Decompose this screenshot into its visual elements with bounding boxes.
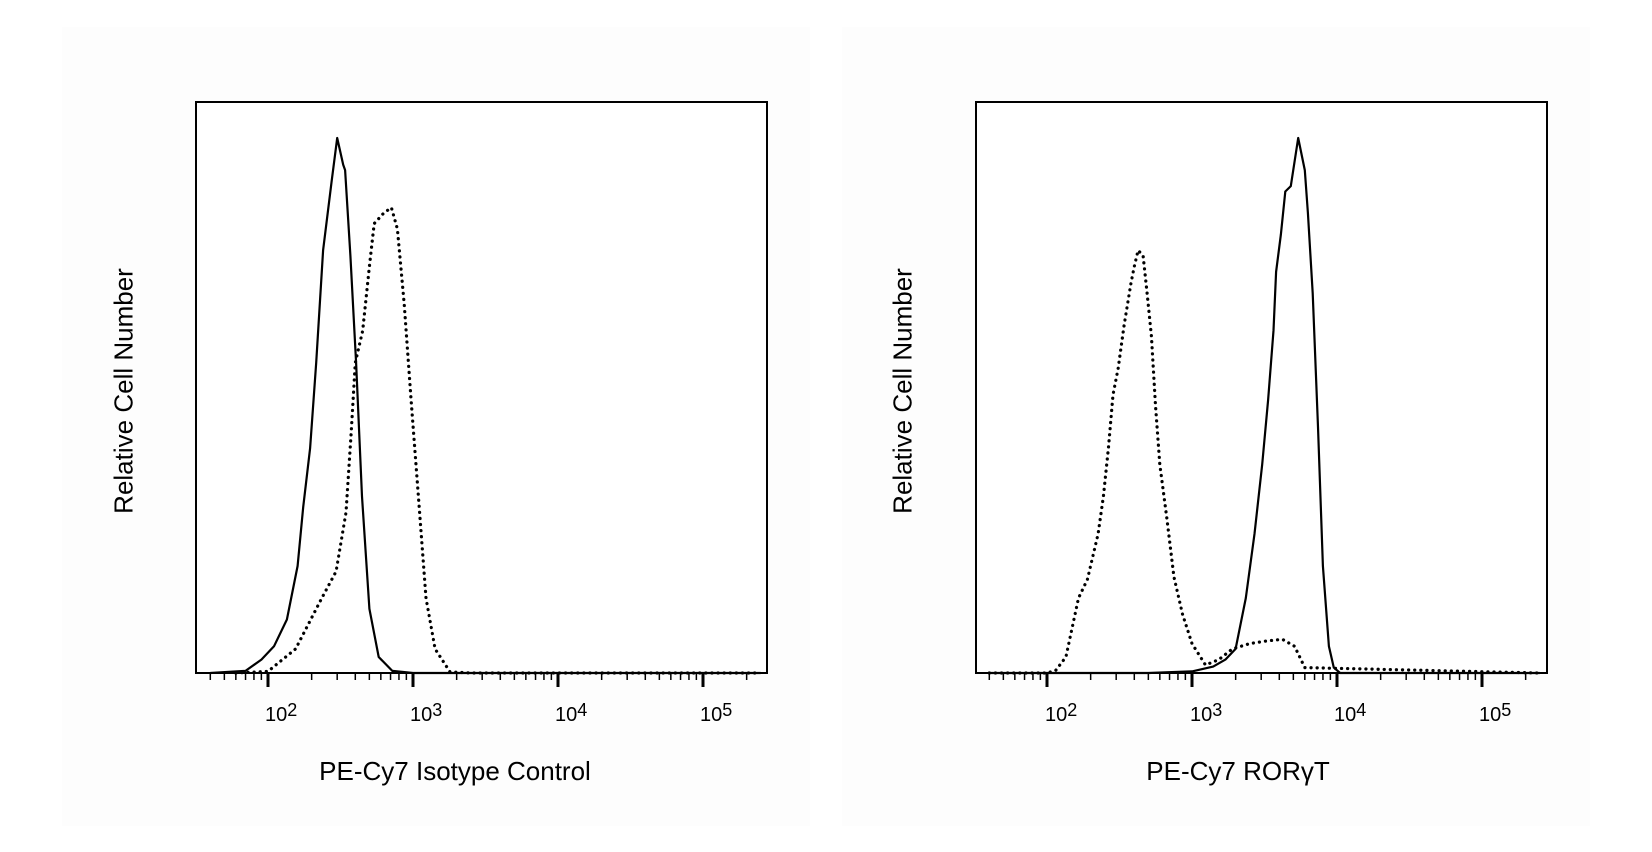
tick-base: 10	[410, 704, 433, 726]
y-axis-label-right: Relative Cell Number	[887, 268, 918, 514]
tick-exponent: 4	[577, 700, 588, 720]
tick-exponent: 3	[432, 700, 443, 720]
x-tick-label: 105	[1479, 700, 1511, 727]
plot-frame	[195, 101, 768, 674]
x-axis-label-right: PE-Cy7 RORγT	[1146, 756, 1330, 786]
x-tick-label: 104	[555, 700, 587, 727]
tick-exponent: 5	[722, 700, 733, 720]
x-axis-ticks	[988, 673, 1527, 687]
tick-base: 10	[1479, 704, 1502, 726]
histogram-panel-rorgt	[975, 101, 1548, 687]
y-axis-label-left: Relative Cell Number	[108, 268, 139, 514]
tick-base: 10	[265, 704, 288, 726]
x-axis-ticks	[209, 673, 748, 687]
dotted-histogram-line	[234, 206, 763, 675]
tick-exponent: 5	[1501, 700, 1512, 720]
x-axis-label-left: PE-Cy7 Isotype Control	[319, 756, 591, 786]
tick-exponent: 3	[1212, 700, 1223, 720]
histogram-panel-isotype	[195, 101, 768, 687]
x-tick-label: 103	[1190, 700, 1222, 727]
x-tick-label: 103	[410, 700, 442, 727]
tick-exponent: 4	[1356, 700, 1367, 720]
x-tick-label: 105	[700, 700, 732, 727]
dotted-histogram-line	[987, 248, 1542, 675]
solid-histogram-line	[989, 136, 1540, 675]
tick-base: 10	[1334, 704, 1357, 726]
tick-base: 10	[1045, 704, 1068, 726]
x-tick-label: 104	[1334, 700, 1366, 727]
tick-base: 10	[555, 704, 578, 726]
plot-frame	[975, 101, 1548, 674]
x-tick-label: 102	[265, 700, 297, 727]
tick-base: 10	[700, 704, 723, 726]
tick-exponent: 2	[287, 700, 298, 720]
tick-base: 10	[1190, 704, 1213, 726]
x-tick-label: 102	[1045, 700, 1077, 727]
solid-histogram-line	[210, 136, 761, 675]
tick-exponent: 2	[1067, 700, 1078, 720]
